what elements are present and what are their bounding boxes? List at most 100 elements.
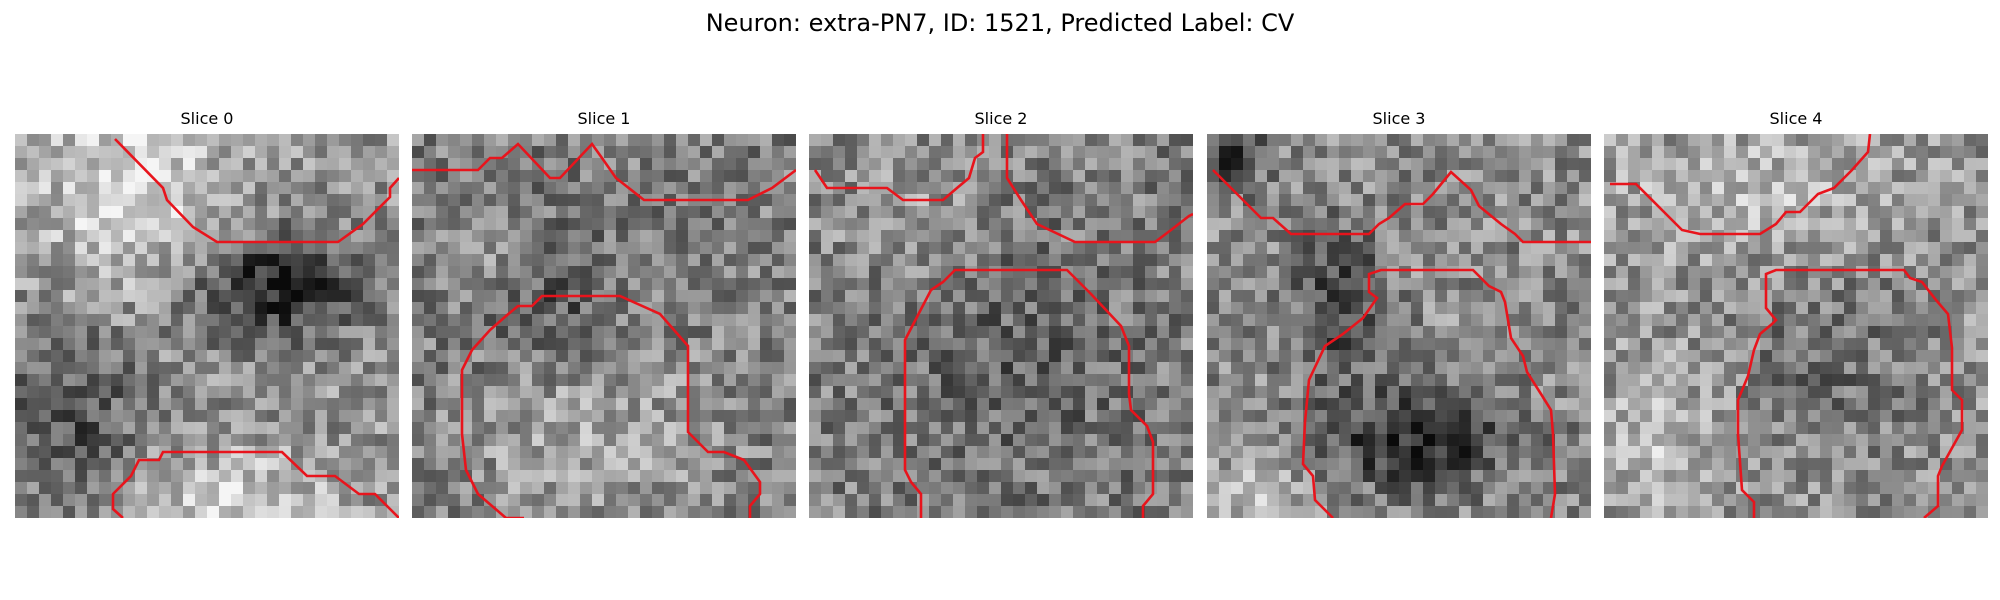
image-pixel (75, 410, 88, 423)
image-pixel (1616, 386, 1629, 399)
image-pixel (27, 338, 40, 351)
image-pixel (387, 266, 399, 279)
image-pixel (1471, 434, 1484, 447)
image-pixel (183, 398, 196, 411)
image-pixel (845, 446, 858, 459)
image-pixel (195, 254, 208, 267)
image-pixel (929, 170, 942, 183)
image-pixel (1025, 470, 1038, 483)
image-pixel (1109, 434, 1122, 447)
image-pixel (1555, 470, 1568, 483)
image-pixel (1567, 206, 1580, 219)
image-pixel (941, 206, 954, 219)
image-pixel (1231, 290, 1244, 303)
image-pixel (159, 410, 172, 423)
image-pixel (87, 266, 100, 279)
image-pixel (27, 194, 40, 207)
image-pixel (1904, 350, 1917, 363)
image-pixel (1097, 242, 1110, 255)
image-pixel (1085, 410, 1098, 423)
image-pixel (1025, 290, 1038, 303)
image-pixel (1543, 314, 1556, 327)
image-pixel (1724, 194, 1737, 207)
image-pixel (712, 386, 725, 399)
image-pixel (484, 362, 497, 375)
image-pixel (1327, 170, 1340, 183)
image-pixel (496, 194, 509, 207)
image-pixel (893, 134, 906, 147)
image-pixel (243, 362, 256, 375)
image-pixel (1157, 470, 1170, 483)
image-pixel (1555, 170, 1568, 183)
image-pixel (171, 290, 184, 303)
image-pixel (159, 374, 172, 387)
image-pixel (544, 254, 557, 267)
image-pixel (303, 386, 316, 399)
image-pixel (1604, 422, 1617, 435)
image-pixel (424, 470, 437, 483)
image-pixel (1387, 134, 1400, 147)
image-pixel (1904, 314, 1917, 327)
image-pixel (1231, 170, 1244, 183)
image-pixel (87, 326, 100, 339)
contour-line (1301, 268, 1557, 518)
image-pixel (881, 446, 894, 459)
image-pixel (544, 494, 557, 507)
image-pixel (75, 266, 88, 279)
image-pixel (736, 230, 749, 243)
image-pixel (1531, 290, 1544, 303)
image-pixel (1483, 398, 1496, 411)
image-pixel (700, 170, 713, 183)
image-pixel (989, 290, 1002, 303)
image-pixel (255, 398, 268, 411)
image-pixel (772, 470, 785, 483)
image-pixel (87, 254, 100, 267)
image-pixel (1531, 410, 1544, 423)
image-pixel (1243, 158, 1256, 171)
image-pixel (1073, 386, 1086, 399)
image-pixel (736, 302, 749, 315)
image-pixel (736, 398, 749, 411)
image-pixel (881, 134, 894, 147)
image-pixel (688, 134, 701, 147)
image-pixel (917, 146, 930, 159)
image-pixel (1483, 314, 1496, 327)
image-pixel (845, 362, 858, 375)
image-pixel (1157, 374, 1170, 387)
image-pixel (1820, 194, 1833, 207)
image-pixel (1543, 278, 1556, 291)
image-pixel (363, 230, 376, 243)
image-pixel (580, 386, 593, 399)
image-pixel (989, 458, 1002, 471)
image-pixel (929, 386, 942, 399)
image-pixel (1712, 338, 1725, 351)
image-pixel (15, 446, 28, 459)
image-pixel (748, 218, 761, 231)
image-pixel (989, 266, 1002, 279)
image-pixel (544, 314, 557, 327)
image-pixel (1387, 458, 1400, 471)
image-pixel (1531, 398, 1544, 411)
image-pixel (267, 434, 280, 447)
image-pixel (436, 422, 449, 435)
image-pixel (1363, 218, 1376, 231)
image-pixel (1928, 242, 1941, 255)
image-pixel (1411, 230, 1424, 243)
image-pixel (1640, 446, 1653, 459)
image-pixel (772, 494, 785, 507)
image-pixel (869, 374, 882, 387)
image-pixel (291, 134, 304, 147)
image-pixel (736, 470, 749, 483)
image-pixel (1001, 482, 1014, 495)
image-pixel (688, 254, 701, 267)
image-pixel (1604, 458, 1617, 471)
image-pixel (327, 242, 340, 255)
image-pixel (1796, 206, 1809, 219)
image-pixel (87, 446, 100, 459)
image-pixel (123, 170, 136, 183)
image-pixel (1109, 278, 1122, 291)
image-pixel (1363, 386, 1376, 399)
image-pixel (303, 254, 316, 267)
image-pixel (1880, 386, 1893, 399)
image-pixel (929, 362, 942, 375)
